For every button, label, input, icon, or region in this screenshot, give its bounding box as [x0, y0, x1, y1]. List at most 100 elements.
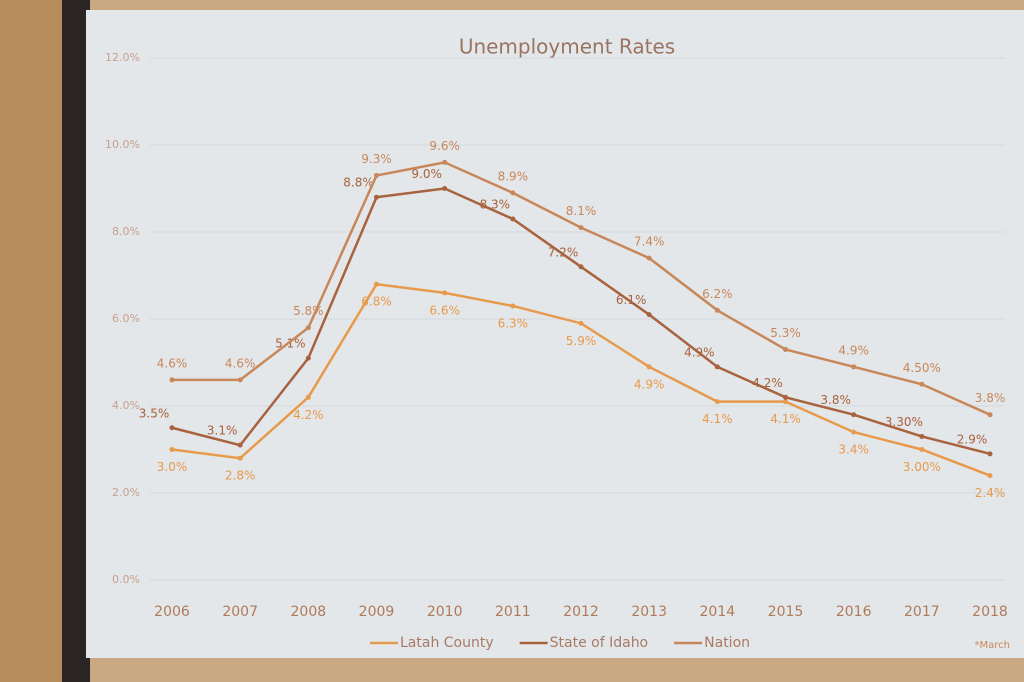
point: [714, 364, 720, 370]
point: [783, 346, 788, 352]
value-label: 5.8%: [293, 304, 324, 318]
value-label: 3.0%: [157, 460, 188, 474]
value-label: 2.8%: [225, 469, 256, 483]
point: [510, 303, 516, 309]
y-tick-label: 8.0%: [112, 225, 140, 238]
value-label: 8.1%: [566, 204, 597, 218]
point: [646, 312, 652, 318]
value-label: 6.3%: [498, 316, 529, 330]
x-tick-label: 2018: [972, 604, 1008, 620]
chart-title: Unemployment Rates: [459, 35, 675, 59]
value-label: 3.4%: [838, 443, 869, 457]
point: [783, 399, 788, 405]
point: [510, 190, 516, 196]
point: [578, 320, 584, 326]
point: [374, 194, 379, 200]
value-label: 3.1%: [207, 424, 238, 438]
value-label: 8.8%: [343, 176, 374, 190]
legend-label: Latah County: [400, 635, 494, 651]
point: [851, 412, 857, 418]
point: [169, 425, 175, 431]
point: [169, 377, 175, 383]
point: [305, 394, 311, 400]
point: [237, 442, 243, 448]
point: [714, 399, 720, 405]
y-tick-label: 12.0%: [105, 51, 140, 64]
value-label: 6.6%: [429, 303, 460, 317]
screen-edge: [62, 0, 90, 682]
value-label: 2.9%: [957, 432, 988, 446]
point: [578, 264, 584, 270]
point: [374, 172, 379, 178]
y-tick-label: 10.0%: [105, 138, 140, 151]
x-tick-label: 2011: [495, 604, 531, 620]
value-label: 7.2%: [548, 245, 579, 259]
point: [987, 473, 993, 479]
point: [442, 290, 448, 296]
point: [578, 225, 584, 231]
point: [919, 381, 925, 387]
point: [646, 364, 652, 370]
value-label: 8.9%: [498, 169, 529, 183]
point: [987, 451, 993, 457]
point: [305, 325, 311, 331]
point: [919, 447, 925, 452]
value-label: 3.30%: [885, 415, 923, 429]
value-label: 4.1%: [770, 412, 801, 426]
point: [714, 307, 720, 313]
point: [510, 216, 516, 222]
y-tick-label: 4.0%: [112, 399, 140, 412]
value-label: 3.8%: [975, 391, 1006, 405]
point: [305, 355, 311, 361]
x-tick-label: 2017: [904, 604, 940, 620]
x-tick-label: 2007: [222, 604, 258, 620]
x-tick-label: 2014: [700, 604, 736, 620]
point: [646, 255, 652, 261]
point: [851, 429, 857, 435]
point: [987, 412, 993, 418]
value-label: 3.8%: [820, 393, 851, 407]
x-tick-label: 2015: [768, 604, 804, 620]
value-label: 4.9%: [634, 377, 665, 391]
value-label: 7.4%: [634, 235, 665, 249]
value-label: 4.9%: [684, 345, 715, 359]
value-label: 5.9%: [566, 334, 597, 348]
point: [169, 447, 175, 452]
point: [374, 281, 379, 287]
wall: [0, 0, 70, 682]
value-label: 4.6%: [157, 356, 188, 370]
value-label: 3.00%: [903, 460, 941, 474]
value-label: 4.1%: [702, 412, 733, 426]
footnote: *March: [975, 640, 1010, 651]
x-tick-label: 2016: [836, 604, 872, 620]
point: [783, 394, 788, 400]
x-tick-label: 2006: [154, 604, 190, 620]
x-tick-label: 2009: [359, 604, 395, 620]
y-tick-label: 6.0%: [112, 312, 140, 325]
value-label: 6.2%: [702, 287, 733, 301]
value-label: 5.3%: [770, 326, 801, 340]
point: [851, 364, 857, 370]
value-label: 3.5%: [139, 406, 170, 420]
y-tick-label: 0.0%: [112, 573, 140, 586]
value-label: 4.50%: [903, 361, 941, 375]
legend-label: State of Idaho: [550, 635, 649, 651]
value-label: 4.2%: [293, 408, 324, 422]
x-tick-label: 2012: [563, 604, 599, 620]
value-label: 4.2%: [752, 376, 783, 390]
legend-label: Nation: [704, 635, 750, 651]
value-label: 6.8%: [361, 295, 392, 309]
value-label: 9.0%: [411, 167, 442, 181]
value-label: 6.1%: [616, 293, 647, 307]
x-tick-label: 2010: [427, 604, 463, 620]
y-tick-label: 2.0%: [112, 486, 140, 499]
point: [919, 433, 925, 439]
x-tick-label: 2008: [291, 604, 327, 620]
point: [442, 186, 448, 191]
point: [442, 159, 448, 165]
value-label: 8.3%: [480, 197, 511, 211]
point: [237, 377, 243, 383]
value-label: 4.9%: [838, 343, 869, 357]
